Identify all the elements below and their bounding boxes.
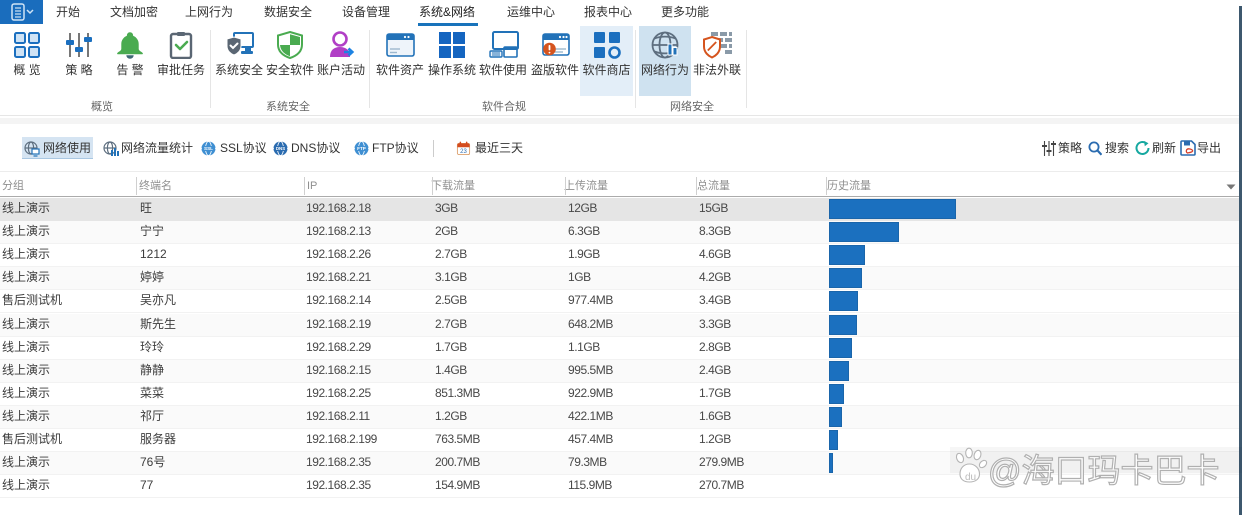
- svg-text:DNS: DNS: [276, 146, 285, 151]
- svg-text:du: du: [965, 472, 976, 483]
- svg-text:@海口玛卡巴卡: @海口玛卡巴卡: [988, 452, 1220, 489]
- svg-text:23: 23: [460, 149, 467, 155]
- svg-text:FTP: FTP: [357, 146, 366, 151]
- svg-text:SSL: SSL: [204, 146, 213, 151]
